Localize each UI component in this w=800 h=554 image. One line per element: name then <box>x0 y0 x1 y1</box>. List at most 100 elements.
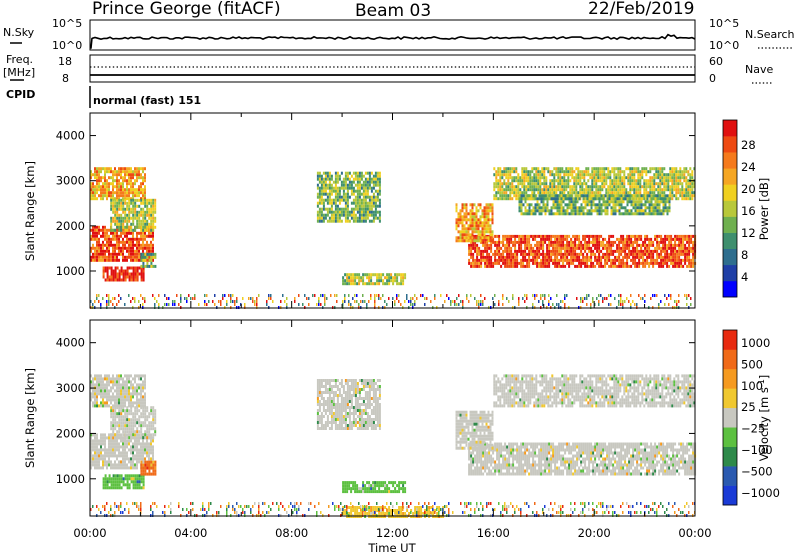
data-cell <box>98 228 100 232</box>
data-cell <box>350 180 353 184</box>
data-cell <box>586 303 588 306</box>
data-cell <box>470 252 473 256</box>
data-cell <box>348 213 351 217</box>
data-cell <box>336 207 339 211</box>
data-cell <box>554 243 557 247</box>
data-cell <box>220 300 222 303</box>
data-cell <box>92 439 94 443</box>
data-cell <box>609 188 612 192</box>
data-cell <box>132 445 134 449</box>
data-cell <box>416 297 418 300</box>
data-cell <box>655 170 658 174</box>
data-cell <box>514 240 517 244</box>
nsky-panel: N.Sky 10^5 10^0 10^5 10^0 N.Search <box>3 17 795 52</box>
data-cell <box>478 252 481 256</box>
power-echo-region <box>110 198 157 232</box>
data-cell <box>605 173 608 177</box>
data-cell <box>148 198 151 202</box>
nave-tick-bottom: 0 <box>709 72 716 85</box>
data-cell <box>660 261 663 265</box>
data-cell <box>110 466 112 470</box>
data-cell <box>504 249 507 253</box>
data-cell <box>471 224 474 228</box>
data-cell <box>688 246 691 250</box>
data-cell <box>540 243 543 247</box>
data-cell <box>653 182 656 186</box>
data-cell <box>650 197 653 201</box>
data-cell <box>636 243 639 247</box>
data-cell <box>499 197 502 201</box>
data-cell <box>376 216 379 220</box>
data-cell <box>470 240 473 244</box>
data-cell <box>620 194 623 198</box>
data-cell <box>148 252 151 256</box>
data-cell <box>374 204 377 208</box>
data-cell <box>609 176 612 180</box>
data-cell <box>410 303 412 306</box>
data-cell <box>126 207 129 211</box>
data-cell <box>524 240 527 244</box>
data-cell <box>590 261 593 265</box>
data-cell <box>102 194 104 198</box>
data-cell <box>530 258 533 262</box>
data-cell <box>660 237 663 241</box>
data-cell <box>588 240 591 244</box>
data-cell <box>659 173 662 177</box>
data-cell <box>132 216 135 220</box>
data-cell <box>614 194 617 198</box>
data-cell <box>348 180 351 184</box>
data-cell <box>635 167 638 171</box>
data-cell <box>647 182 650 186</box>
data-cell <box>342 198 345 202</box>
data-cell <box>497 179 500 183</box>
data-cell <box>507 185 510 189</box>
colorbar-segment <box>723 152 737 169</box>
data-cell <box>602 264 605 268</box>
data-cell <box>324 183 327 187</box>
data-cell <box>230 300 232 303</box>
data-cell <box>562 237 565 241</box>
data-cell <box>592 261 595 265</box>
data-cell <box>130 275 133 279</box>
data-cell <box>612 209 615 213</box>
data-cell <box>556 264 559 268</box>
data-cell <box>654 249 657 253</box>
data-cell <box>645 197 648 201</box>
data-cell <box>641 167 644 171</box>
data-cell <box>414 300 416 303</box>
data-cell <box>640 297 642 300</box>
data-cell <box>620 212 623 216</box>
data-cell <box>662 255 665 259</box>
data-cell <box>661 170 664 174</box>
data-cell <box>132 255 134 259</box>
data-cell <box>362 189 365 193</box>
data-cell <box>671 179 674 183</box>
data-cell <box>320 210 323 214</box>
data-cell <box>152 252 155 256</box>
data-cell <box>142 222 145 226</box>
data-cell <box>128 167 130 171</box>
data-cell <box>627 191 630 195</box>
data-cell <box>636 234 639 238</box>
data-cell <box>132 176 134 180</box>
data-cell <box>150 451 152 455</box>
data-cell <box>398 300 400 303</box>
data-cell <box>653 176 656 180</box>
data-cell <box>568 203 571 207</box>
data-cell <box>138 243 140 247</box>
data-cell <box>618 200 621 204</box>
data-cell <box>620 264 623 268</box>
data-cell <box>553 188 556 192</box>
data-cell <box>594 264 597 268</box>
data-cell <box>610 258 613 262</box>
data-cell <box>526 297 528 300</box>
data-cell <box>670 240 673 244</box>
data-cell <box>603 176 606 180</box>
data-cell <box>634 240 637 244</box>
data-cell <box>586 246 589 250</box>
data-cell <box>118 300 120 303</box>
data-cell <box>148 451 150 455</box>
data-cell <box>607 167 610 171</box>
data-cell <box>114 448 116 452</box>
data-cell <box>104 457 106 461</box>
